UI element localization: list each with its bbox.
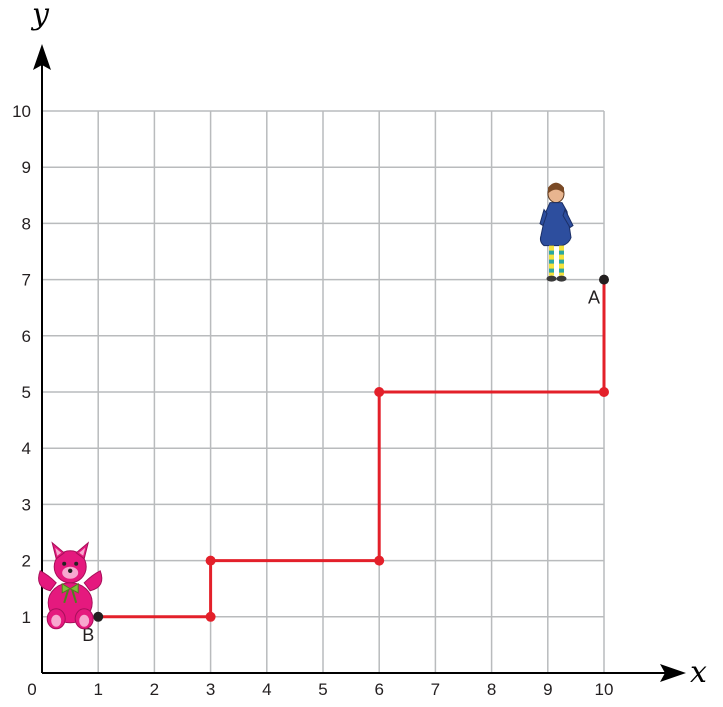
y-tick-label: 3	[22, 495, 31, 514]
point-a	[599, 274, 609, 285]
origin-label: 0	[27, 680, 36, 699]
x-tick-label: 2	[150, 680, 159, 699]
x-tick-label: 10	[595, 680, 614, 699]
teddy-bear-icon	[38, 541, 103, 630]
point-label-b: B	[82, 625, 94, 645]
girl-icon	[539, 182, 574, 282]
point-label-a: A	[588, 288, 600, 308]
route-turn-point	[374, 387, 385, 397]
x-tick-label: 6	[374, 680, 383, 699]
route-turn-point	[205, 611, 216, 622]
y-tick-label: 1	[22, 608, 31, 627]
route-turn-point	[205, 555, 216, 566]
point-b	[93, 611, 104, 622]
x-tick-label: 4	[262, 680, 271, 699]
y-tick-label: 7	[22, 271, 31, 290]
x-tick-label: 3	[206, 680, 215, 699]
labeled-points: AB	[82, 274, 609, 645]
x-axis-arrow-icon	[660, 664, 686, 682]
y-tick-label: 5	[22, 383, 31, 402]
axes	[33, 44, 686, 682]
y-axis-label: y	[30, 0, 50, 32]
x-tick-label: 5	[318, 680, 327, 699]
y-axis-arrow-icon	[33, 44, 51, 70]
x-tick-label: 8	[487, 680, 496, 699]
tick-labels: 1 2 3 4 5 6 7 8 9 10 1 2 3 4 5 6 7 8 9 10	[12, 102, 613, 699]
y-tick-label: 4	[22, 439, 31, 458]
route-turn-point	[599, 387, 609, 397]
route-turn-points	[205, 387, 609, 622]
x-tick-label: 9	[543, 680, 552, 699]
y-tick-label: 2	[22, 552, 31, 571]
y-tick-label: 8	[22, 214, 31, 233]
x-tick-label: 1	[93, 680, 102, 699]
x-tick-label: 7	[431, 680, 440, 699]
y-tick-label: 6	[22, 327, 31, 346]
route-turn-point	[374, 555, 385, 566]
y-tick-label: 10	[12, 102, 31, 121]
x-axis-label: x	[690, 655, 707, 690]
y-tick-label: 9	[22, 158, 31, 177]
